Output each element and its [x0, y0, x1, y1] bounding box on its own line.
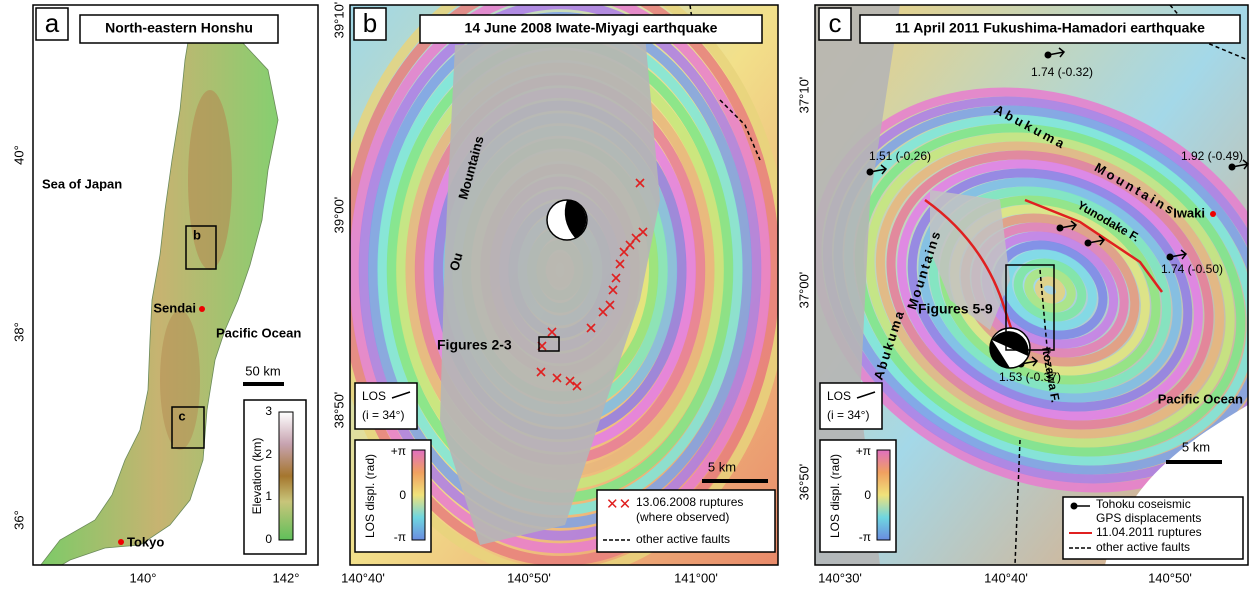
colorbar-tick: 0 — [864, 488, 871, 502]
los-label: (i = 34°) — [827, 408, 869, 422]
panel-title: North-eastern Honshu — [105, 20, 253, 36]
legend-label: (where observed) — [636, 510, 729, 524]
legend-label: Tohoku coseismic — [1096, 497, 1191, 511]
panel-letter: b — [363, 8, 377, 38]
place-label: Iwaki — [1173, 205, 1205, 220]
los-label: (i = 34°) — [362, 408, 404, 422]
legend-label: other active faults — [636, 532, 730, 546]
inset-label: c — [178, 408, 185, 423]
gps-label: 1.92 (-0.49) — [1181, 149, 1243, 163]
colorbar-title: LOS displ. (rad) — [828, 454, 842, 538]
mountains — [160, 310, 200, 450]
y-tick-label: 38° — [11, 322, 26, 342]
legend-label: GPS displacements — [1096, 511, 1201, 525]
colorbar-title: LOS displ. (rad) — [363, 454, 377, 538]
place-label: Tokyo — [127, 534, 164, 549]
panel-c: c 11 April 2011 Fukushima-Hamadori earth… — [752, 5, 1250, 585]
y-tick-label: 38°50' — [331, 392, 346, 429]
x-tick-label: 141°00' — [674, 570, 718, 585]
inset-label: b — [193, 227, 201, 242]
legend-label: other active faults — [1096, 540, 1190, 554]
colorbar — [412, 450, 425, 540]
x-tick-label: 140°30' — [818, 570, 862, 585]
place-label: Sendai — [153, 300, 196, 315]
y-tick-label: 40° — [11, 145, 26, 165]
panel-letter: c — [829, 8, 842, 38]
city-dot — [1210, 211, 1216, 217]
colorbar-tick: +π — [391, 444, 406, 458]
legend-symbol: ✕✕ — [606, 496, 631, 513]
focal-mechanism — [990, 328, 1030, 368]
y-tick-label: 39°00' — [331, 197, 346, 234]
panel-letter: a — [45, 8, 60, 38]
figure: a North-eastern Honshu Sea of Japan Send… — [0, 0, 1250, 590]
panel-b: b 14 June 2008 Iwate-Miyagi earthquake O… — [331, 0, 784, 585]
legend-label: 13.06.2008 ruptures — [636, 495, 743, 509]
colorbar — [877, 450, 890, 540]
panel-a: a North-eastern Honshu Sea of Japan Send… — [11, 5, 318, 585]
panel-title: 11 April 2011 Fukushima-Hamadori earthqu… — [895, 20, 1205, 36]
y-tick-label: 39°10' — [331, 2, 346, 39]
colorbar-tick: 2 — [265, 447, 272, 461]
colorbar-tick: 3 — [265, 404, 272, 418]
y-tick-label: 37°00' — [796, 272, 811, 309]
x-tick-label: 142° — [273, 570, 300, 585]
figure-label: Figures 5-9 — [918, 301, 993, 317]
x-tick-label: 140°50' — [507, 570, 551, 585]
colorbar-tick: +π — [856, 444, 871, 458]
city-dot — [118, 539, 124, 545]
los-label: LOS — [362, 389, 386, 403]
place-label: Pacific Ocean — [216, 325, 301, 340]
colorbar-tick: -π — [859, 530, 871, 544]
y-tick-label: 37°10' — [796, 77, 811, 114]
scale-label: 50 km — [245, 363, 280, 378]
gps-label: 1.74 (-0.50) — [1161, 262, 1223, 276]
x-tick-label: 140° — [130, 570, 157, 585]
gps-label: 1.51 (-0.26) — [869, 149, 931, 163]
colorbar-tick: 0 — [265, 532, 272, 546]
colorbar — [279, 412, 293, 540]
scale-label: 5 km — [708, 459, 736, 474]
colorbar-title: Elevation (km) — [250, 438, 264, 515]
focal-mechanism — [547, 200, 587, 240]
gps-label: 1.53 (-0.37) — [999, 370, 1061, 384]
panel-title: 14 June 2008 Iwate-Miyagi earthquake — [465, 20, 718, 36]
y-tick-label: 36°50' — [796, 464, 811, 501]
legend-label: 11.04.2011 ruptures — [1096, 525, 1202, 539]
x-tick-label: 140°40' — [341, 570, 385, 585]
scale-label: 5 km — [1182, 439, 1210, 454]
gps-label: 1.74 (-0.32) — [1031, 65, 1093, 79]
y-tick-label: 36° — [11, 510, 26, 530]
los-label: LOS — [827, 389, 851, 403]
colorbar-tick: 1 — [265, 489, 272, 503]
mountains — [188, 90, 232, 270]
colorbar-tick: 0 — [399, 488, 406, 502]
figure-label: Figures 2-3 — [437, 337, 512, 353]
x-tick-label: 140°50' — [1148, 570, 1192, 585]
colorbar-tick: -π — [394, 530, 406, 544]
place-label: Sea of Japan — [42, 176, 122, 191]
x-tick-label: 140°40' — [984, 570, 1028, 585]
place-label: Pacific Ocean — [1158, 391, 1243, 406]
city-dot — [199, 306, 205, 312]
